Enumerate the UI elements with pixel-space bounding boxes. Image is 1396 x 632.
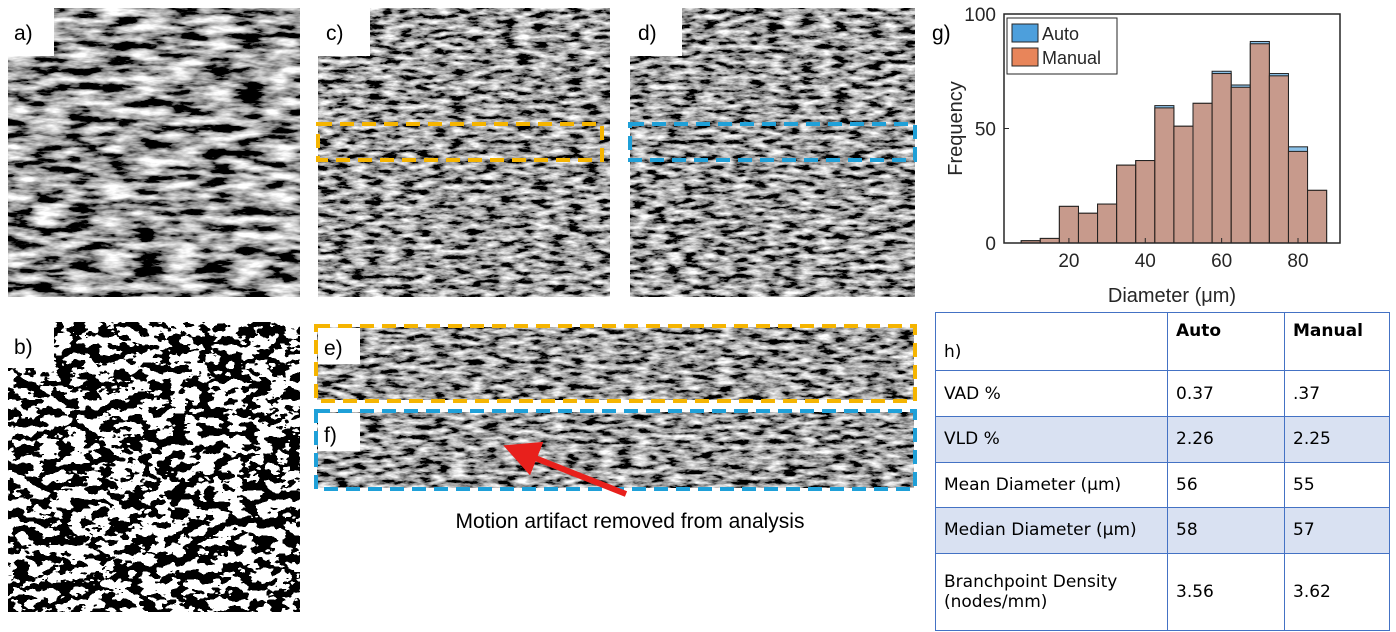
bar [1308,190,1327,243]
panel-label: c) [326,22,344,45]
x-tick-label: 60 [1211,251,1232,272]
table-cell: Branchpoint Density (nodes/mm) [936,553,1168,630]
y-tick-label: 0 [985,234,996,255]
bar [1250,44,1269,243]
bar [1193,103,1212,243]
panel-label: f) [324,424,337,447]
bar [1212,74,1231,243]
table-cell: 57 [1285,508,1390,554]
header-cell: Auto [1168,313,1285,371]
table-cell: 3.56 [1168,553,1285,630]
bar [1231,87,1250,243]
y-tick-label: 100 [964,5,996,26]
table-cell: 55 [1285,462,1390,508]
bar [1174,126,1193,243]
legend-swatch [1012,24,1038,42]
legend-label: Auto [1042,24,1079,44]
panel-label: a) [14,22,33,45]
x-tick-label: 40 [1135,251,1156,272]
table-cell: Median Diameter (µm) [936,508,1168,554]
legend-swatch [1012,48,1038,66]
header-cell: h) [936,313,1168,371]
bar [1098,204,1117,243]
table-cell: 0.37 [1168,371,1285,417]
table-row: VAD %0.37.37 [936,371,1390,417]
table-cell: .37 [1285,371,1390,417]
table-cell: VLD % [936,416,1168,462]
bar [1059,206,1078,243]
legend-label: Manual [1042,48,1101,68]
bar [1269,76,1288,243]
header-cell: Manual [1285,313,1390,371]
table-cell: 3.62 [1285,553,1390,630]
image-e [317,327,914,400]
chart-label: g) [932,22,951,45]
y-axis-label: Frequency [945,81,967,176]
image-f [317,412,914,488]
annotation: Motion artifact removed from analysis [456,510,805,533]
bar [1155,108,1174,243]
bar [1117,165,1136,243]
panel-label: d) [638,22,657,45]
panel-label: e) [324,337,343,360]
table-cell: VAD % [936,371,1168,417]
page: a) b) c) d) e) f) Motion artifact remove… [0,0,1396,632]
x-tick-label: 80 [1287,251,1308,272]
table-cell: 58 [1168,508,1285,554]
bar [1078,213,1097,243]
table-cell: Mean Diameter (µm) [936,462,1168,508]
header-row: h) Auto Manual [936,313,1390,371]
x-tick-label: 20 [1058,251,1079,272]
bar [1136,161,1155,243]
panel-label: b) [14,336,33,359]
x-axis-label: Diameter (μm) [1108,285,1236,307]
table-cell: 2.25 [1285,416,1390,462]
histogram: 0 50 100 20 40 60 80 Diameter (μm) Frequency g) Au… [932,5,1340,307]
y-tick-label: 50 [975,120,996,141]
table-cell: 56 [1168,462,1285,508]
table-cell: 2.26 [1168,416,1285,462]
bar [1288,151,1307,243]
